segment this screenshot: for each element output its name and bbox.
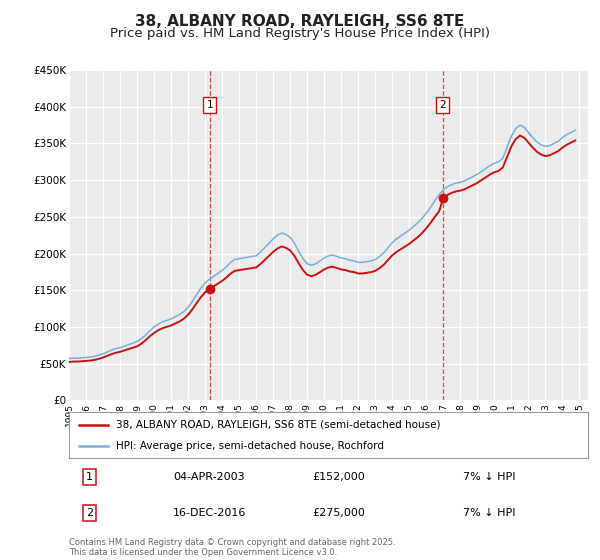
Text: £275,000: £275,000 [313, 508, 365, 519]
Text: £152,000: £152,000 [313, 472, 365, 482]
Text: 16-DEC-2016: 16-DEC-2016 [173, 508, 246, 519]
Text: Contains HM Land Registry data © Crown copyright and database right 2025.
This d: Contains HM Land Registry data © Crown c… [69, 538, 395, 557]
Text: 1: 1 [206, 100, 213, 110]
Text: 1: 1 [86, 472, 93, 482]
Text: 38, ALBANY ROAD, RAYLEIGH, SS6 8TE: 38, ALBANY ROAD, RAYLEIGH, SS6 8TE [136, 14, 464, 29]
Text: 7% ↓ HPI: 7% ↓ HPI [463, 472, 516, 482]
Text: 04-APR-2003: 04-APR-2003 [173, 472, 244, 482]
Text: 7% ↓ HPI: 7% ↓ HPI [463, 508, 516, 519]
Text: 38, ALBANY ROAD, RAYLEIGH, SS6 8TE (semi-detached house): 38, ALBANY ROAD, RAYLEIGH, SS6 8TE (semi… [116, 419, 440, 430]
Text: HPI: Average price, semi-detached house, Rochford: HPI: Average price, semi-detached house,… [116, 441, 384, 451]
Text: 2: 2 [86, 508, 94, 519]
Text: 2: 2 [439, 100, 446, 110]
Text: Price paid vs. HM Land Registry's House Price Index (HPI): Price paid vs. HM Land Registry's House … [110, 27, 490, 40]
